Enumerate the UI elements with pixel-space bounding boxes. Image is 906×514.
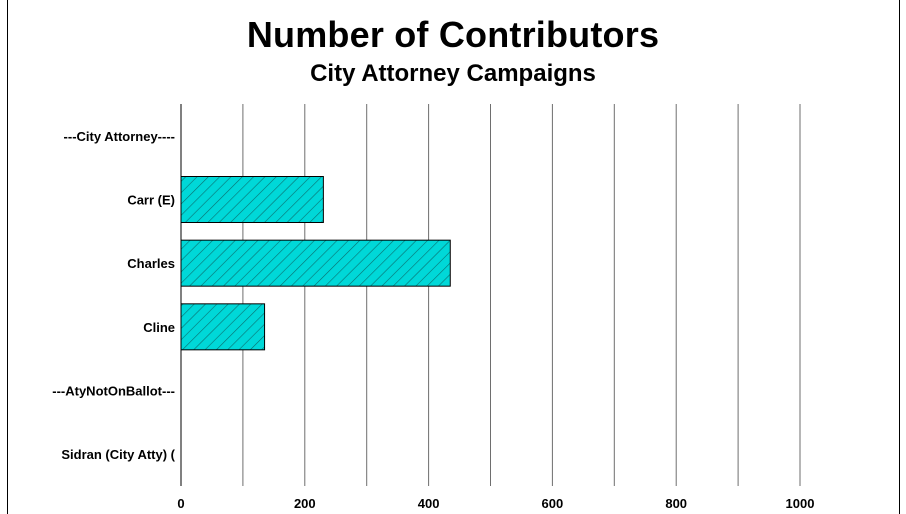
category-label: Sidran (City Atty) ( (61, 447, 175, 462)
bar-carr-e (180, 176, 324, 223)
bar-cline (180, 303, 266, 351)
x-tick-label: 1000 (786, 496, 815, 511)
x-tick-label: 0 (177, 496, 184, 511)
chart-frame (7, 0, 900, 514)
x-tick-label: 800 (665, 496, 687, 511)
category-label: Cline (143, 320, 175, 335)
x-tick-labels: 0 200 400 600 800 1000 (177, 496, 814, 511)
category-label: ---City Attorney---- (64, 129, 175, 144)
x-tick-label: 600 (542, 496, 564, 511)
category-labels: ---City Attorney---- Carr (E) Charles Cline… (52, 129, 175, 462)
bars (180, 176, 451, 351)
gridlines (180, 104, 801, 486)
bar-charles (180, 239, 451, 287)
x-tick-label: 400 (418, 496, 440, 511)
x-tick-label: 200 (294, 496, 316, 511)
chart-title: Number of Contributors (246, 14, 660, 55)
category-label: Charles (127, 256, 175, 271)
category-label: Carr (E) (127, 193, 175, 208)
chart-subtitle: City Attorney Campaigns (310, 60, 596, 87)
category-label: ---AtyNotOnBallot--- (52, 384, 175, 399)
